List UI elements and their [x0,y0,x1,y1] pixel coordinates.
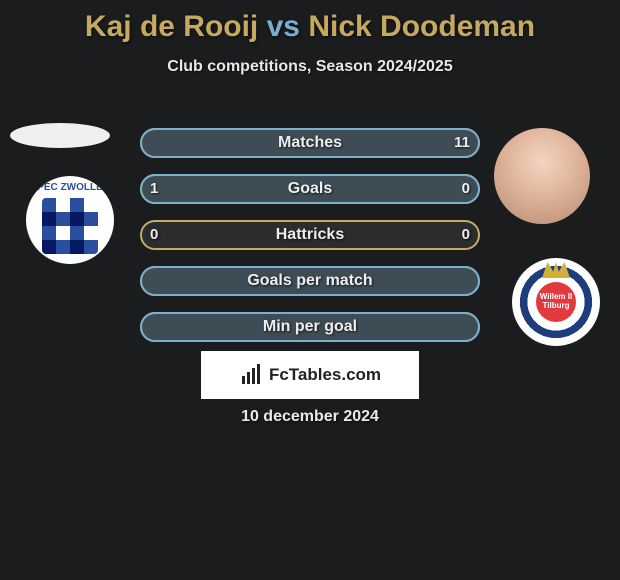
stat-value-left: 1 [150,166,158,212]
branding-badge: FcTables.com [201,351,419,399]
stat-label: Matches [140,120,480,166]
stat-label: Goals per match [140,258,480,304]
subtitle: Club competitions, Season 2024/2025 [0,58,620,76]
stat-label: Hattricks [140,212,480,258]
vs-text: vs [267,10,300,43]
stat-row: Hattricks0 0 [140,212,480,258]
chart-icon [239,363,263,387]
stat-row: Goals1 0 [140,166,480,212]
stat-row: Min per goal [140,304,480,350]
stat-value-right: 11 [454,120,470,166]
branding-label: FcTables.com [269,365,381,385]
stat-value-right: 0 [462,166,470,212]
stats-chart: Matches11Goals10Hattricks00Goals per mat… [0,120,620,350]
stat-label: Min per goal [140,304,480,350]
player1-name: Kaj de Rooij [85,10,258,43]
stat-value-right: 0 [462,212,470,258]
player2-name: Nick Doodeman [308,10,535,43]
stat-value-left: 0 [150,212,158,258]
date-line: 10 december 2024 [0,408,620,426]
stat-label: Goals [140,166,480,212]
stat-row: Matches11 [140,120,480,166]
comparison-title: Kaj de Rooij vs Nick Doodeman [0,0,620,44]
stat-row: Goals per match [140,258,480,304]
